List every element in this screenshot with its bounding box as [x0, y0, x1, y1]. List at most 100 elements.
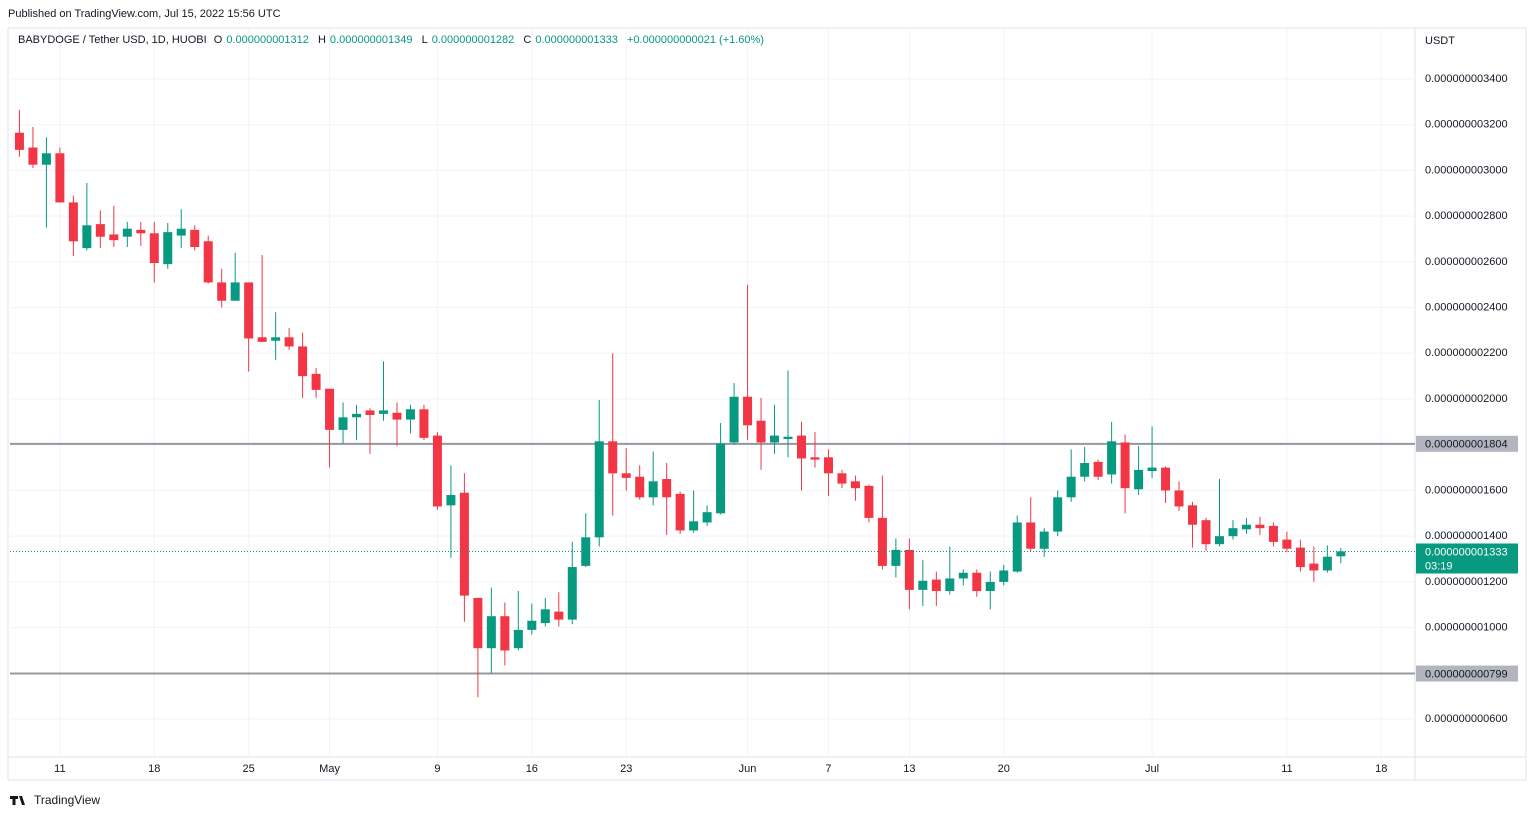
x-tick-label: 18 [1375, 763, 1387, 775]
candle-body [271, 337, 281, 341]
unit-label: USDT [1425, 35, 1455, 47]
ohlc-key: H [317, 34, 326, 46]
candle-body [41, 153, 51, 165]
x-tick-label: 9 [434, 763, 440, 775]
y-tick-label: 0.000000003400 [1425, 73, 1508, 85]
candle-body [473, 597, 483, 649]
candle-body [136, 229, 146, 234]
candle-body [621, 473, 631, 478]
legend: BABYDOGE / Tether USD, 1D, HUOBI O 0.0000… [18, 34, 770, 46]
candle-body [796, 435, 806, 459]
candle-body [972, 572, 982, 592]
candle-body [1201, 520, 1211, 545]
candle-body [257, 337, 267, 342]
candle-body [756, 420, 766, 443]
candle-body [419, 409, 429, 438]
candle-body [608, 441, 618, 474]
candle-body [14, 132, 24, 150]
candle-body [298, 346, 308, 377]
x-tick-label: 7 [825, 763, 831, 775]
candle-body [1241, 524, 1251, 530]
candle-body [837, 473, 847, 484]
candle-body [1134, 469, 1144, 490]
candle-body [554, 611, 564, 620]
candle-body [918, 580, 928, 590]
candle-body [1053, 497, 1063, 532]
candle-body [203, 241, 213, 283]
candle-body [1309, 563, 1319, 571]
ohlc-key: O [213, 34, 223, 46]
candle-body [1295, 547, 1305, 568]
x-tick-label: May [319, 763, 340, 775]
candle-body [729, 396, 739, 443]
countdown: 03:19 [1425, 560, 1453, 572]
candle-body [783, 436, 793, 440]
candle-body [459, 492, 469, 596]
candle-body [958, 572, 968, 579]
candle-body [1214, 536, 1224, 545]
branding: TradingView [34, 793, 100, 807]
candle-body [432, 435, 442, 507]
candle-body [244, 282, 254, 339]
candle-body [1322, 556, 1332, 571]
candle-body [823, 457, 833, 474]
grid [10, 28, 1415, 757]
candle-body [1161, 467, 1171, 491]
candle-body [648, 481, 658, 498]
symbol: BABYDOGE / Tether USD, 1D, HUOBI [18, 34, 207, 46]
candle-body [999, 570, 1009, 582]
ohlc-value: 0.000000001282 [431, 34, 515, 46]
price-label-box [1416, 665, 1518, 682]
candle-body [486, 616, 496, 649]
price-label: 0.000000001804 [1425, 439, 1508, 451]
y-tick-label: 0.000000001000 [1425, 622, 1508, 634]
candle-body [513, 629, 523, 649]
ohlc-key: C [523, 34, 532, 46]
x-tick-label: 18 [148, 763, 160, 775]
candle-body [770, 435, 780, 443]
ohlc-value: 0.000000001333 [535, 34, 618, 46]
candle-body [675, 493, 685, 531]
candle-body [190, 229, 200, 247]
candle-body [1268, 525, 1278, 542]
published-note: Published on TradingView.com, Jul 15, 20… [8, 8, 281, 20]
candle-body [28, 147, 38, 165]
candle-body [405, 409, 415, 420]
ohlc-key: L [421, 34, 428, 46]
y-tick-label: 0.000000002400 [1425, 301, 1508, 313]
y-tick-label: 0.000000002000 [1425, 393, 1508, 405]
ohlc-value: 0.000000001349 [329, 34, 413, 46]
candle-body [891, 549, 901, 566]
candle-body [109, 234, 119, 241]
candle-body [702, 512, 712, 523]
candle-body [230, 282, 240, 301]
x-tick-label: Jul [1145, 763, 1159, 775]
x-tick-label: 20 [998, 763, 1010, 775]
candle-body [540, 609, 550, 624]
x-tick-label: 11 [1281, 763, 1292, 775]
candle-body [217, 282, 227, 301]
y-tick-label: 0.000000000600 [1425, 713, 1508, 725]
candle-body [392, 412, 402, 420]
change: +0.000000000021 (+1.60%) [626, 34, 764, 46]
x-tick-label: 11 [54, 763, 65, 775]
candle-body [1039, 531, 1049, 549]
candle-body [1066, 476, 1076, 498]
candle-body [662, 479, 672, 498]
y-tick-label: 0.000000002600 [1425, 256, 1508, 268]
candle-body [1107, 441, 1117, 475]
candle-body [149, 233, 159, 263]
candle-body [716, 443, 726, 514]
candle-body [1282, 539, 1292, 549]
y-tick-label: 0.000000003200 [1425, 119, 1508, 131]
candle-body [904, 549, 914, 590]
candle-body [1080, 463, 1090, 477]
candle-body [1093, 461, 1103, 477]
candle-body [338, 417, 348, 430]
y-tick-label: 0.000000001600 [1425, 484, 1508, 496]
candle-body [1174, 490, 1184, 507]
logo [10, 796, 25, 805]
ohlc-value: 0.000000001312 [226, 34, 309, 46]
candle-body [850, 481, 860, 489]
